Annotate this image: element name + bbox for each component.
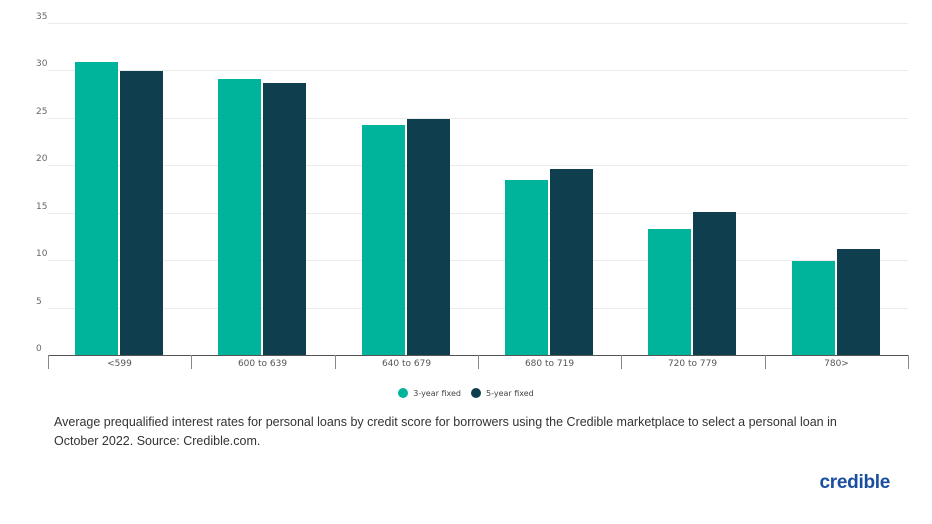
bar-5-year: [550, 169, 593, 355]
x-tick-label: <599: [107, 359, 132, 369]
legend-label: 3-year fixed: [413, 388, 461, 398]
bar-5-year: [837, 249, 880, 355]
bar-3-year: [648, 229, 691, 355]
x-tick-mark: [48, 355, 49, 369]
gridline: [48, 165, 908, 166]
y-tick-label: 20: [36, 154, 48, 164]
gridline: [48, 213, 908, 214]
x-tick-mark: [621, 355, 622, 369]
gridline: [48, 260, 908, 261]
bar-3-year: [792, 261, 835, 355]
bar-5-year: [263, 83, 306, 355]
legend-dot-icon: [471, 388, 481, 398]
credible-logo: credible: [819, 472, 891, 493]
gridline: [48, 308, 908, 309]
x-tick-mark: [908, 355, 909, 369]
y-tick-label: 25: [36, 107, 48, 117]
legend-label: 5-year fixed: [486, 388, 534, 398]
x-tick-label: 780>: [824, 359, 849, 369]
y-tick-label: 10: [36, 249, 48, 259]
gridline: [48, 23, 908, 24]
legend-item-5-year: 5-year fixed: [471, 388, 534, 398]
x-tick-mark: [335, 355, 336, 369]
bar-5-year: [120, 71, 163, 355]
x-tick-label: 720 to 779: [667, 359, 718, 369]
x-tick-mark: [478, 355, 479, 369]
x-tick-label: 640 to 679: [381, 359, 432, 369]
y-tick-label: 5: [36, 297, 42, 307]
bar-chart: 0 5 10 15 20 25 30 35 <599 600 to 639 640 to 679 68…: [36, 12, 909, 369]
y-tick-label: 35: [36, 12, 48, 22]
chart-caption: Average prequalified interest rates for …: [54, 415, 837, 448]
bar-5-year: [693, 212, 736, 355]
legend-item-3-year: 3-year fixed: [398, 388, 461, 398]
bar-3-year: [75, 62, 118, 355]
legend-dot-icon: [398, 388, 409, 398]
bar-3-year: [218, 79, 261, 355]
y-tick-label: 15: [36, 202, 48, 212]
gridline: [48, 118, 908, 119]
chart-legend: 3-year fixed 5-year fixed: [0, 388, 932, 398]
x-tick-mark: [765, 355, 766, 369]
bar-3-year: [362, 125, 405, 355]
y-tick-label: 30: [36, 59, 48, 69]
bar-3-year: [505, 180, 548, 355]
y-tick-label: 0: [36, 344, 42, 354]
x-tick-mark: [191, 355, 192, 369]
bar-5-year: [407, 119, 450, 355]
x-tick-label: 600 to 639: [237, 359, 288, 369]
gridline: [48, 70, 908, 71]
x-tick-label: 680 to 719: [524, 359, 575, 369]
